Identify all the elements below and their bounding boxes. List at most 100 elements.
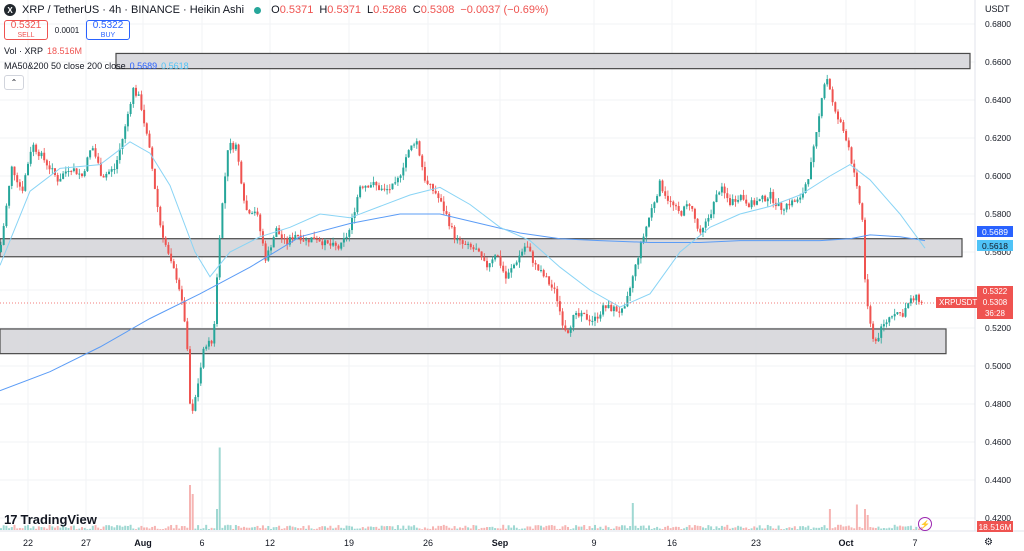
volume-bar	[853, 528, 856, 530]
volume-bar	[634, 525, 637, 530]
candle-body	[10, 166, 13, 186]
candle-body	[753, 200, 756, 205]
candle-body	[364, 185, 367, 188]
volume-tag: 18.516M	[977, 521, 1013, 532]
ma-indicator-legend[interactable]: MA50&200 50 close 200 close 0.5689 0.561…	[4, 61, 189, 71]
candle-body	[137, 94, 140, 96]
volume-bar	[434, 528, 437, 530]
candle-body	[604, 305, 607, 309]
candle-body	[43, 152, 46, 161]
volume-bar	[877, 526, 880, 530]
volume-bar	[537, 525, 540, 530]
volume-bar	[8, 528, 11, 530]
volume-bar	[591, 528, 594, 530]
candle-body	[567, 330, 569, 333]
volume-bar	[162, 529, 164, 530]
volume-bar	[413, 525, 416, 530]
candle-body	[834, 102, 837, 112]
volume-bar	[615, 526, 618, 530]
candle-body	[326, 240, 329, 244]
candle-body	[864, 219, 866, 280]
candle-body	[170, 253, 173, 262]
volume-bar	[831, 528, 834, 530]
volume-bar	[666, 525, 669, 530]
candle-body	[294, 234, 297, 240]
volume-bar	[191, 494, 194, 530]
volume-bar	[48, 524, 51, 530]
candle-body	[297, 234, 299, 236]
candle-body	[731, 199, 734, 205]
candle-body	[810, 162, 812, 180]
volume-bar	[758, 525, 761, 530]
volume-bar	[766, 524, 769, 530]
volume-bar	[710, 526, 713, 530]
candle-body	[272, 236, 275, 248]
candle-body	[772, 191, 775, 203]
candle-body	[129, 103, 132, 115]
candle-body	[442, 201, 445, 212]
candle-body	[342, 238, 345, 243]
candle-body	[348, 230, 351, 237]
candle-body	[172, 261, 175, 269]
candle-body	[693, 208, 696, 219]
candle-body	[591, 320, 594, 322]
candle-body	[37, 151, 40, 157]
tradingview-logo-icon: 17	[4, 512, 18, 527]
candle-body	[677, 206, 680, 212]
volume-bar	[699, 526, 702, 530]
volume-bar	[237, 526, 240, 530]
lightning-icon[interactable]: ⚡	[918, 517, 932, 531]
volume-bar	[664, 526, 667, 530]
volume-bar	[491, 526, 494, 530]
volume-bar	[213, 528, 216, 530]
candle-body	[893, 314, 896, 317]
volume-bar	[378, 528, 380, 530]
collapse-legend-button[interactable]: ⌃	[4, 75, 24, 90]
buy-button[interactable]: 0.5322 BUY	[86, 20, 130, 40]
volume-bar	[27, 525, 29, 530]
candle-body	[888, 317, 891, 323]
candle-body	[612, 306, 615, 312]
currency-selector[interactable]: USDT	[985, 4, 1010, 14]
candle-body	[356, 197, 359, 213]
volume-bar	[337, 525, 340, 530]
volume-bar	[2, 525, 5, 530]
volume-bar	[383, 526, 386, 530]
volume-bar	[388, 526, 391, 530]
candle-body	[791, 200, 794, 206]
sell-button[interactable]: 0.5321 SELL	[4, 20, 48, 40]
tradingview-logo[interactable]: 17 TradingView	[4, 512, 97, 527]
candle-body	[704, 221, 707, 228]
candle-body	[461, 240, 464, 244]
candle-body	[639, 242, 642, 259]
candle-body	[672, 201, 675, 206]
volume-bar	[783, 529, 785, 530]
volume-bar	[750, 528, 753, 530]
candle-body	[18, 182, 21, 187]
candle-body	[685, 204, 688, 207]
gear-icon[interactable]: ⚙	[984, 537, 993, 548]
candle-body	[874, 338, 877, 342]
volume-bar	[577, 526, 580, 530]
candle-body	[286, 238, 289, 245]
candle-body	[720, 186, 723, 193]
volume-indicator-legend[interactable]: Vol · XRP 18.516M	[4, 46, 83, 56]
candle-body	[216, 277, 218, 324]
volume-bar	[602, 528, 605, 530]
candle-body	[394, 182, 397, 184]
candle-body	[737, 200, 740, 202]
candle-body	[529, 246, 532, 252]
candle-body	[340, 242, 343, 249]
candle-body	[197, 383, 200, 398]
volume-bar	[396, 525, 399, 530]
chart-title[interactable]: XRP / TetherUS · 4h · BINANCE · Heikin A…	[22, 4, 245, 16]
volume-bar	[189, 485, 191, 530]
volume-bar	[621, 525, 623, 530]
volume-bar	[742, 527, 745, 530]
candle-body	[548, 276, 551, 285]
candle-body	[526, 246, 529, 248]
candle-body	[907, 303, 910, 309]
volume-bar	[507, 525, 510, 530]
candle-body	[162, 225, 164, 238]
